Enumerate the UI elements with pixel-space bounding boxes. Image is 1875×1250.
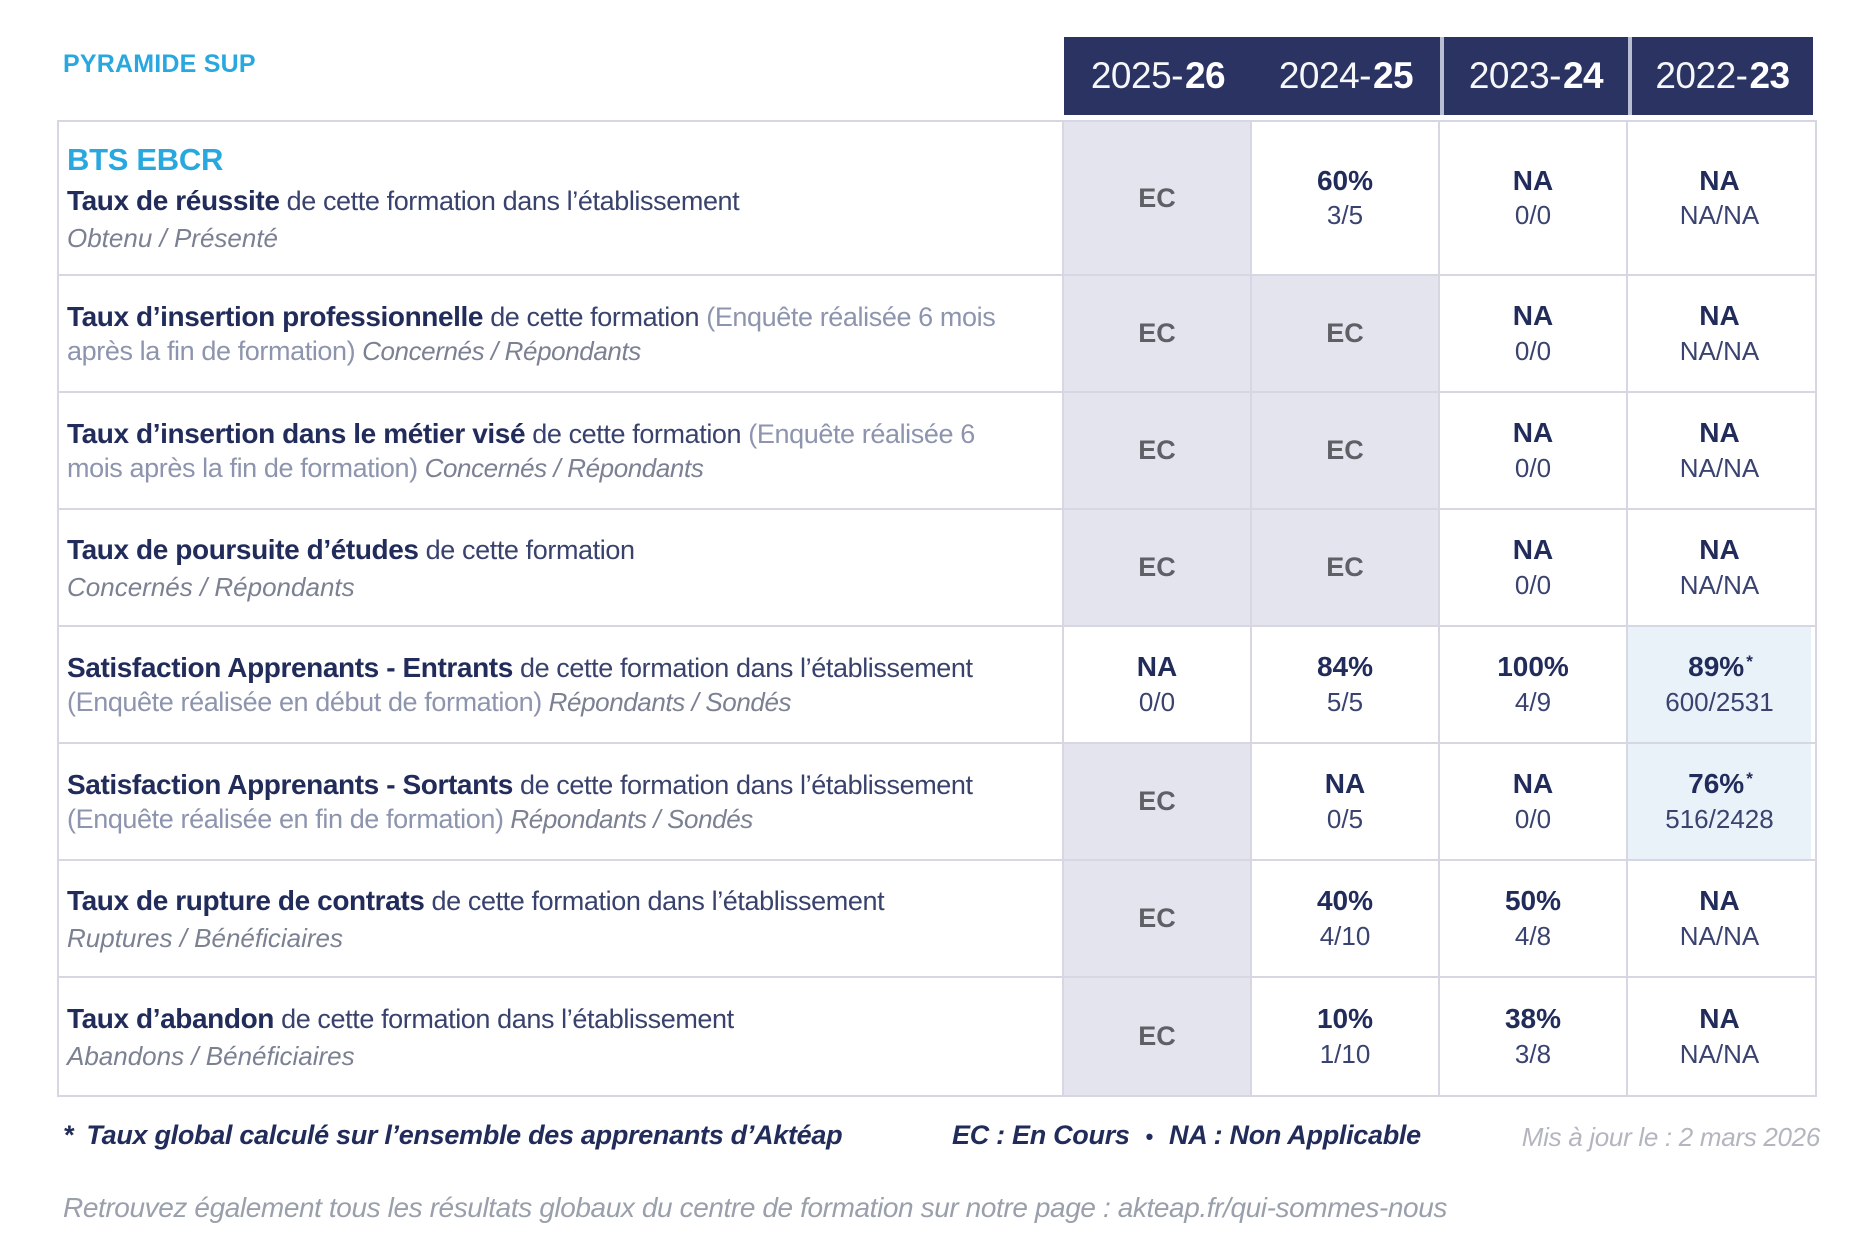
column-header-2022-23: 2022-23	[1628, 37, 1813, 115]
status-cell-ec: EC	[1062, 861, 1250, 976]
value-cell: NA NA/NA	[1626, 978, 1811, 1095]
row-label: Satisfaction Apprenants - Sortants de ce…	[67, 768, 973, 835]
status-cell-ec: EC	[1062, 510, 1250, 625]
table-row: Taux de poursuite d’études de cette form…	[59, 510, 1815, 627]
column-header-2023-24: 2023-24	[1440, 37, 1628, 115]
row-label: Taux d’abandon de cette formation dans l…	[67, 1003, 734, 1071]
value-cell: 10% 1/10	[1250, 978, 1438, 1095]
table-row: Taux de rupture de contrats de cette for…	[59, 861, 1815, 978]
value-cell: 40% 4/10	[1250, 861, 1438, 976]
value-cell: NA NA/NA	[1626, 276, 1811, 391]
table-row: Taux d’abandon de cette formation dans l…	[59, 978, 1815, 1095]
value-cell: NA 0/0	[1438, 744, 1626, 859]
footnote-global-rate: * Taux global calculé sur l’ensemble des…	[63, 1120, 843, 1150]
table-row: Taux d’insertion professionnelle de cett…	[59, 276, 1815, 393]
value-cell: 60% 3/5	[1250, 122, 1438, 274]
value-cell: NA NA/NA	[1626, 510, 1811, 625]
asterisk: *	[63, 1120, 74, 1150]
value-cell: 50% 4/8	[1438, 861, 1626, 976]
value-cell: NA NA/NA	[1626, 393, 1811, 508]
value-cell: 38% 3/8	[1438, 978, 1626, 1095]
brand-title: PYRAMIDE SUP	[63, 50, 256, 78]
results-table: 2025- 26 2024- 25 2023-24 2022-23 BTS EBCR…	[57, 37, 1817, 1097]
status-cell-ec: EC	[1062, 744, 1250, 859]
value-cell: NA 0/5	[1250, 744, 1438, 859]
table-row: Taux d’insertion dans le métier visé de …	[59, 393, 1815, 510]
header-spacer	[57, 37, 1064, 115]
row-label: Taux d’insertion professionnelle de cett…	[67, 300, 996, 367]
value-cell: NA 0/0	[1438, 122, 1626, 274]
row-label: Taux de poursuite d’études de cette form…	[67, 534, 635, 602]
column-header-2024-25: 2024- 25	[1278, 55, 1414, 96]
status-cell-ec: EC	[1250, 276, 1438, 391]
table-row: Satisfaction Apprenants - Entrants de ce…	[59, 627, 1815, 744]
value-cell: 100% 4/9	[1438, 627, 1626, 742]
value-cell: NA NA/NA	[1626, 861, 1811, 976]
value-cell: NA 0/0	[1438, 393, 1626, 508]
value-cell: NA 0/0	[1438, 510, 1626, 625]
value-cell: NA NA/NA	[1626, 122, 1811, 274]
status-cell-ec: EC	[1062, 978, 1250, 1095]
updated-date: Mis à jour le : 2 mars 2026	[1521, 1122, 1821, 1152]
value-cell: NA 0/0	[1438, 276, 1626, 391]
row-label: BTS EBCR Taux de réussite de cette format…	[59, 122, 1062, 274]
row-label: Satisfaction Apprenants - Entrants de ce…	[67, 651, 973, 718]
bottom-info: Retrouvez également tous les résultats g…	[63, 1192, 1447, 1223]
value-cell: NA 0/0	[1062, 627, 1250, 742]
column-header-group: 2025- 26 2024- 25	[1064, 37, 1440, 115]
status-cell-ec: EC	[1250, 393, 1438, 508]
program-title: BTS EBCR	[67, 142, 224, 178]
value-cell: 84% 5/5	[1250, 627, 1438, 742]
legend-separator-dot: •	[1145, 1123, 1154, 1149]
legend-ec: EC : En Cours	[952, 1120, 1130, 1150]
table-row: BTS EBCR Taux de réussite de cette format…	[59, 122, 1815, 276]
row-label: Taux d’insertion dans le métier visé de …	[67, 417, 975, 484]
status-cell-ec: EC	[1062, 276, 1250, 391]
table-header-row: 2025- 26 2024- 25 2023-24 2022-23	[57, 37, 1817, 115]
table-row: Satisfaction Apprenants - Sortants de ce…	[59, 744, 1815, 861]
value-cell: 89% * 600/2531	[1626, 627, 1811, 742]
row-label: Taux de rupture de contrats de cette for…	[67, 885, 885, 953]
status-cell-ec: EC	[1062, 122, 1250, 274]
table-body: BTS EBCR Taux de réussite de cette format…	[57, 120, 1817, 1097]
value-cell: 76% * 516/2428	[1626, 744, 1811, 859]
status-cell-ec: EC	[1250, 510, 1438, 625]
status-cell-ec: EC	[1062, 393, 1250, 508]
legend: EC : En Cours • NA : Non Applicable	[952, 1120, 1421, 1151]
legend-na: NA : Non Applicable	[1169, 1120, 1421, 1150]
column-header-2025-26: 2025- 26	[1090, 55, 1226, 96]
